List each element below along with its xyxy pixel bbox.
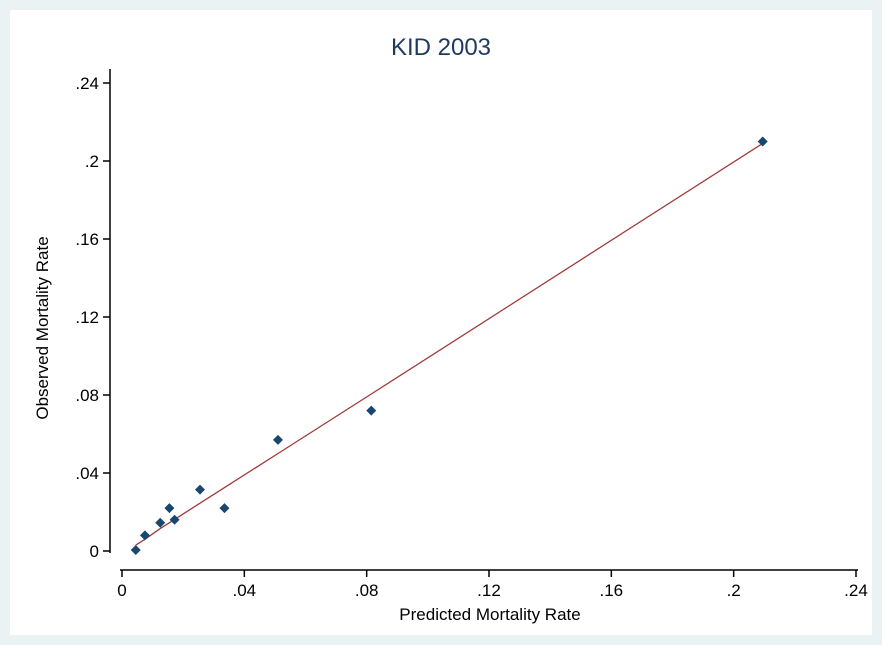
x-tick-label: 0 <box>117 581 126 600</box>
data-point <box>219 503 230 514</box>
fit-line-layer <box>135 142 764 546</box>
data-point <box>139 530 150 541</box>
data-point <box>194 484 205 495</box>
y-tick-label: .16 <box>75 230 99 249</box>
data-point <box>169 514 180 525</box>
y-tick-label: .04 <box>75 464 99 483</box>
points-layer <box>130 136 768 556</box>
fitted-line <box>135 142 764 546</box>
y-tick-label: .08 <box>75 386 99 405</box>
data-point <box>130 545 141 556</box>
data-point <box>272 434 283 445</box>
x-tick-label: .12 <box>477 581 501 600</box>
data-point <box>757 136 768 147</box>
y-tick-label: .2 <box>85 152 99 171</box>
y-tick-label: .12 <box>75 308 99 327</box>
plot-area <box>10 10 872 635</box>
x-axis-title: Predicted Mortality Rate <box>399 605 580 624</box>
x-tick-label: .16 <box>600 581 624 600</box>
y-axis-title: Observed Mortality Rate <box>33 236 52 419</box>
x-tick-label: .24 <box>844 581 868 600</box>
axes: 0 .04 .08 .12 .16 .2 .24 0 .04 .08 .12 .16 .2 .24 <box>75 69 868 600</box>
x-tick-label: .04 <box>233 581 257 600</box>
x-tick-label: .2 <box>727 581 741 600</box>
data-point <box>155 517 166 528</box>
data-point <box>366 405 377 416</box>
y-tick-label: 0 <box>90 542 99 561</box>
chart-title: KID 2003 <box>391 34 491 61</box>
x-tick-label: .08 <box>355 581 379 600</box>
data-point <box>164 503 175 514</box>
y-tick-label: .24 <box>75 74 99 93</box>
